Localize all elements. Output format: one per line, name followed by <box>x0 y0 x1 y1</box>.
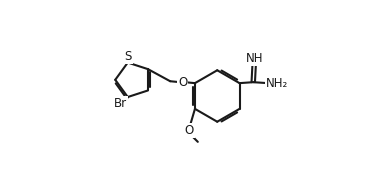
Text: O: O <box>185 124 194 137</box>
Text: O: O <box>178 76 187 89</box>
Text: Br: Br <box>115 97 128 110</box>
Text: S: S <box>124 50 132 63</box>
Text: NH₂: NH₂ <box>265 77 288 90</box>
Text: NH: NH <box>246 52 263 65</box>
